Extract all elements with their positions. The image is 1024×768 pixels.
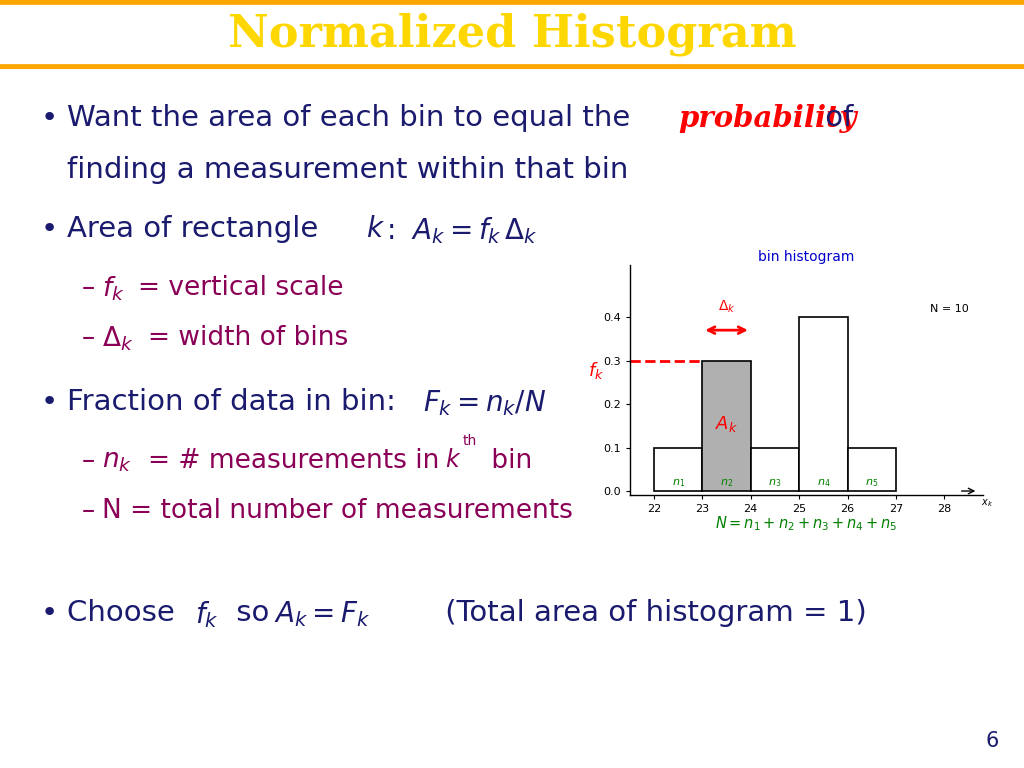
Text: 6: 6: [985, 731, 998, 751]
Text: $n_2$: $n_2$: [720, 477, 733, 489]
Text: = vertical scale: = vertical scale: [138, 275, 344, 301]
Text: probability: probability: [678, 104, 856, 133]
Text: $n_k$: $n_k$: [102, 448, 132, 474]
Text: Fraction of data in bin:: Fraction of data in bin:: [67, 388, 414, 415]
Text: $\Delta_k$: $\Delta_k$: [718, 299, 735, 315]
Text: of: of: [816, 104, 853, 131]
Text: $n_4$: $n_4$: [816, 477, 830, 489]
Text: –: –: [82, 448, 95, 474]
Text: bin: bin: [483, 448, 532, 474]
Text: $A_k = F_k$: $A_k = F_k$: [274, 599, 371, 629]
Text: so: so: [227, 599, 279, 627]
Text: = width of bins: = width of bins: [148, 325, 349, 351]
Text: = # measurements in: = # measurements in: [148, 448, 449, 474]
Text: $n_3$: $n_3$: [768, 477, 781, 489]
Bar: [799, 317, 848, 491]
Text: $\Delta_k$: $\Delta_k$: [102, 325, 134, 353]
Text: –: –: [82, 275, 95, 301]
Bar: [751, 448, 799, 491]
Bar: [848, 448, 896, 491]
Text: $f_k$: $f_k$: [102, 275, 125, 303]
Title: bin histogram: bin histogram: [758, 250, 855, 263]
Text: Want the area of each bin to equal the: Want the area of each bin to equal the: [67, 104, 639, 131]
Text: •: •: [41, 104, 58, 131]
Text: $N = n_1 + n_2 + n_3 + n_4 + n_5$: $N = n_1 + n_2 + n_3 + n_4 + n_5$: [715, 515, 898, 533]
Text: –: –: [82, 325, 95, 351]
Text: $k$: $k$: [366, 215, 385, 243]
Text: $A_k$: $A_k$: [715, 414, 738, 434]
Text: $f_k$: $f_k$: [588, 360, 604, 381]
Text: $x_k$: $x_k$: [981, 498, 992, 509]
Text: N = 10: N = 10: [930, 304, 969, 314]
Text: Area of rectangle: Area of rectangle: [67, 215, 327, 243]
Text: $F_k = n_k/N$: $F_k = n_k/N$: [423, 388, 546, 418]
Text: $f_k$: $f_k$: [195, 599, 218, 630]
Text: Choose: Choose: [67, 599, 183, 627]
Text: $k$: $k$: [445, 448, 462, 472]
Text: •: •: [41, 388, 58, 415]
Text: –: –: [82, 498, 95, 524]
Text: N = total number of measurements: N = total number of measurements: [102, 498, 573, 524]
Text: :  $A_k = f_k \,\Delta_k$: : $A_k = f_k \,\Delta_k$: [386, 215, 538, 246]
Bar: [702, 361, 751, 491]
Text: $n_1$: $n_1$: [672, 477, 685, 489]
Text: Normalized Histogram: Normalized Histogram: [227, 13, 797, 56]
Text: finding a measurement within that bin: finding a measurement within that bin: [67, 156, 628, 184]
Text: •: •: [41, 215, 58, 243]
Text: •: •: [41, 599, 58, 627]
Bar: [654, 448, 702, 491]
Text: th: th: [463, 434, 477, 448]
Text: $n_5$: $n_5$: [865, 477, 879, 489]
Text: (Total area of histogram = 1): (Total area of histogram = 1): [399, 599, 867, 627]
